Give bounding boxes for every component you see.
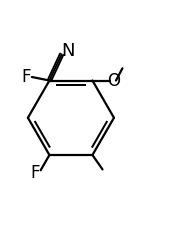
Text: O: O: [107, 72, 120, 90]
Text: N: N: [61, 42, 75, 60]
Text: F: F: [21, 68, 30, 86]
Text: F: F: [31, 164, 40, 182]
